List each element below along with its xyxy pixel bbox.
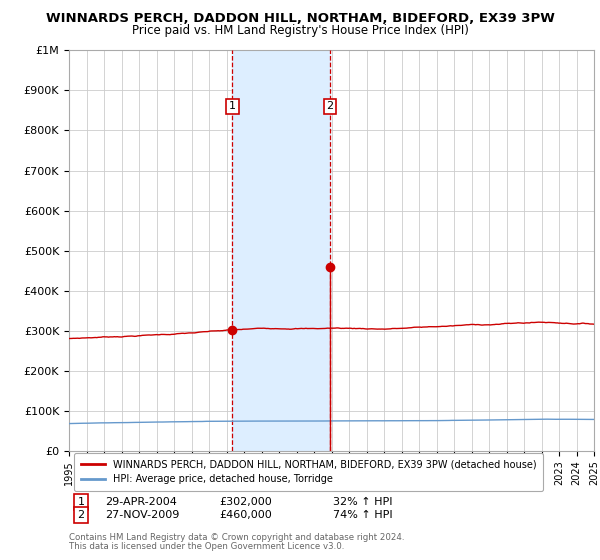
Text: Contains HM Land Registry data © Crown copyright and database right 2024.: Contains HM Land Registry data © Crown c… bbox=[69, 533, 404, 542]
Text: 29-APR-2004: 29-APR-2004 bbox=[105, 497, 177, 507]
Text: 1: 1 bbox=[229, 101, 236, 111]
Text: 32% ↑ HPI: 32% ↑ HPI bbox=[333, 497, 392, 507]
Text: WINNARDS PERCH, DADDON HILL, NORTHAM, BIDEFORD, EX39 3PW: WINNARDS PERCH, DADDON HILL, NORTHAM, BI… bbox=[46, 12, 554, 25]
Text: 1: 1 bbox=[77, 497, 85, 507]
Legend: WINNARDS PERCH, DADDON HILL, NORTHAM, BIDEFORD, EX39 3PW (detached house), HPI: : WINNARDS PERCH, DADDON HILL, NORTHAM, BI… bbox=[74, 452, 543, 491]
Bar bbox=[232, 50, 330, 451]
Text: Price paid vs. HM Land Registry's House Price Index (HPI): Price paid vs. HM Land Registry's House … bbox=[131, 24, 469, 36]
Text: 74% ↑ HPI: 74% ↑ HPI bbox=[333, 510, 392, 520]
Text: £302,000: £302,000 bbox=[219, 497, 272, 507]
Text: £460,000: £460,000 bbox=[219, 510, 272, 520]
Text: 2: 2 bbox=[77, 510, 85, 520]
Text: This data is licensed under the Open Government Licence v3.0.: This data is licensed under the Open Gov… bbox=[69, 542, 344, 551]
Text: 27-NOV-2009: 27-NOV-2009 bbox=[105, 510, 179, 520]
Text: 2: 2 bbox=[326, 101, 334, 111]
